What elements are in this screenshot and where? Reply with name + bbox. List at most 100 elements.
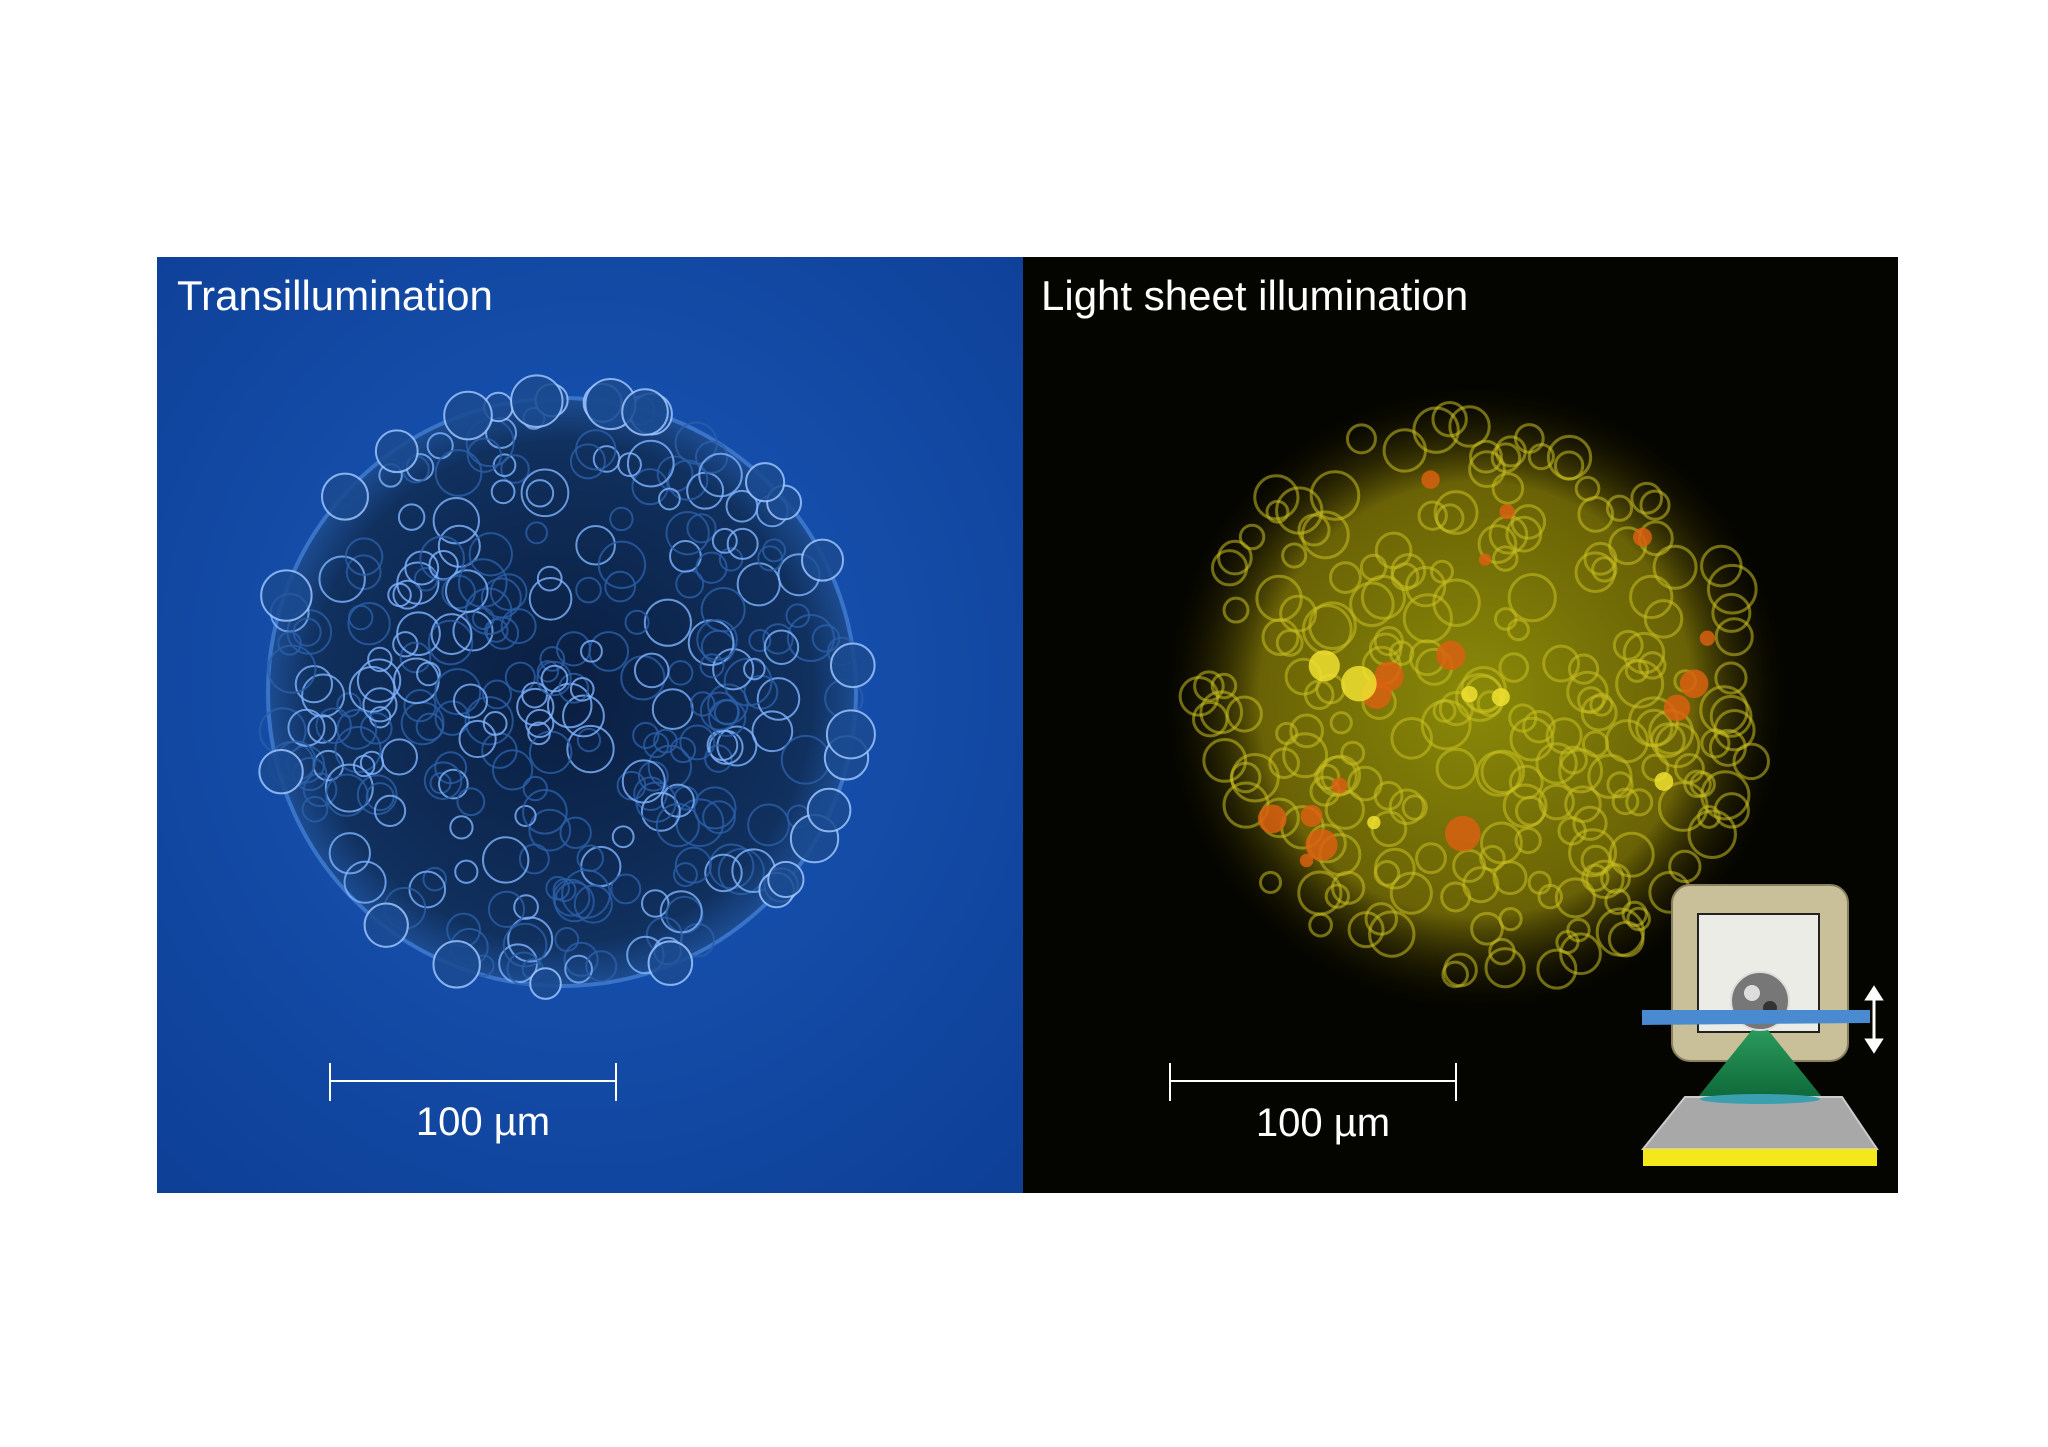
cell — [604, 570, 636, 603]
cell — [423, 761, 463, 800]
cell — [1508, 764, 1544, 800]
cell — [1448, 405, 1491, 448]
cell — [1568, 828, 1618, 878]
cell — [1444, 815, 1481, 852]
cell — [1480, 821, 1523, 865]
cell — [704, 744, 733, 773]
cell — [347, 602, 391, 646]
cell — [427, 619, 474, 666]
cell — [1600, 863, 1631, 894]
cell — [1635, 708, 1674, 747]
cell — [553, 881, 595, 923]
cell — [1490, 442, 1522, 473]
cell — [464, 696, 514, 746]
cell — [444, 569, 489, 613]
cell — [432, 497, 480, 545]
cell — [1477, 524, 1518, 564]
spheroid — [258, 374, 876, 1000]
cell — [480, 577, 522, 619]
cell — [307, 714, 337, 744]
cell — [610, 873, 642, 905]
cell — [1217, 539, 1253, 576]
cell — [725, 489, 759, 523]
cell — [522, 789, 568, 835]
cell — [287, 708, 326, 747]
cell — [1629, 574, 1674, 620]
cell — [647, 940, 694, 986]
cell — [1509, 716, 1555, 762]
cell — [336, 708, 378, 750]
cell — [1436, 640, 1466, 671]
cell — [669, 736, 697, 764]
cell — [704, 853, 743, 893]
cell — [1657, 781, 1709, 832]
cell — [1679, 669, 1709, 698]
cell — [1587, 753, 1633, 799]
cell — [1585, 859, 1625, 900]
cell — [1305, 828, 1338, 861]
cell — [552, 878, 577, 902]
cell — [744, 462, 786, 503]
cell — [540, 664, 569, 693]
cell — [466, 437, 502, 473]
panel-light-sheet: Light sheet illumination 100 µm — [1023, 257, 1898, 1193]
cell — [1577, 686, 1605, 715]
cell — [1709, 694, 1753, 738]
cell — [580, 639, 603, 663]
cell — [569, 443, 606, 480]
cell — [767, 860, 805, 899]
cell — [1567, 653, 1600, 685]
cell — [1275, 486, 1324, 535]
cell — [1281, 542, 1308, 569]
cell — [1498, 652, 1530, 683]
cell — [482, 679, 512, 710]
cell — [360, 712, 393, 745]
cell — [522, 775, 548, 802]
cell — [356, 658, 402, 703]
cell — [806, 787, 852, 833]
cell — [1340, 740, 1366, 766]
cell — [576, 727, 602, 753]
cell — [434, 449, 483, 497]
cell — [1527, 443, 1555, 471]
cell — [1202, 738, 1248, 783]
cell — [1347, 911, 1385, 949]
cell — [1238, 523, 1266, 551]
cell — [559, 816, 592, 849]
cell — [525, 479, 555, 508]
cell — [1431, 400, 1468, 438]
cell — [575, 524, 616, 566]
cell — [484, 618, 509, 643]
cell — [1404, 565, 1447, 608]
cell — [554, 927, 580, 952]
cell — [454, 859, 479, 884]
cell — [1699, 630, 1715, 646]
cell — [362, 687, 398, 723]
cell — [489, 573, 528, 611]
cell — [633, 652, 670, 689]
panel-label: Transillumination — [177, 272, 493, 319]
cell — [1527, 870, 1552, 895]
cell — [458, 719, 497, 759]
cell — [762, 538, 787, 563]
cell — [743, 657, 766, 681]
scale-bar-label: 100 µm — [416, 1100, 550, 1144]
cell — [1368, 910, 1416, 958]
cell — [1349, 581, 1395, 628]
cell — [396, 611, 441, 657]
cell — [1621, 900, 1648, 928]
cell — [500, 454, 530, 484]
cell — [1505, 515, 1543, 553]
cell — [1417, 500, 1448, 531]
cell — [1643, 599, 1684, 639]
cell — [1314, 763, 1341, 790]
cell — [624, 609, 650, 635]
cell — [1514, 826, 1542, 855]
cell — [392, 579, 423, 610]
cell — [434, 668, 482, 716]
cell — [374, 429, 419, 474]
cell — [1373, 847, 1416, 890]
cell — [1546, 434, 1593, 481]
